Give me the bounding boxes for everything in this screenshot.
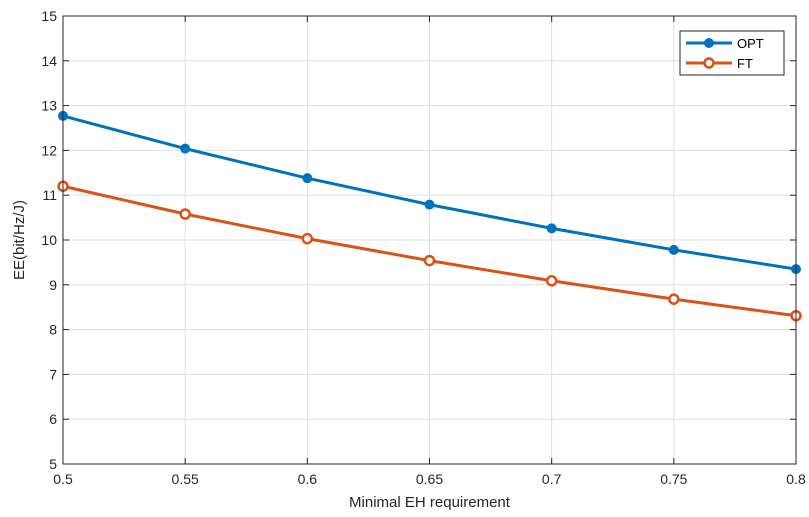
legend-marker-ft — [703, 57, 715, 69]
data-point-ft — [301, 232, 314, 245]
data-point-opt — [668, 244, 679, 255]
x-tick-label: 0.8 — [786, 471, 806, 487]
legend-marker-opt — [704, 38, 714, 48]
series-layer — [57, 110, 802, 322]
y-tick-label: 6 — [49, 411, 57, 427]
legend-label-ft: FT — [737, 56, 753, 71]
y-tick-label: 7 — [49, 366, 57, 382]
data-point-ft — [668, 293, 680, 305]
legend-label-opt: OPT — [737, 36, 764, 51]
data-point-ft — [423, 254, 436, 267]
legend-box — [679, 30, 785, 76]
data-point-opt — [546, 223, 557, 234]
y-tick-label: 13 — [41, 98, 57, 114]
data-point-opt — [302, 173, 313, 184]
x-tick-label: 0.55 — [172, 471, 199, 487]
y-tick-label: 9 — [49, 277, 57, 293]
x-axis-label: Minimal EH requirement — [349, 494, 511, 511]
x-tick-label: 0.5 — [53, 471, 73, 487]
y-tick-label: 14 — [41, 53, 57, 69]
y-axis-label: EE(bit/Hz/J) — [11, 200, 28, 280]
tick-labels: 0.5 0.55 0.6 0.65 0.7 0.75 0.8 5 6 7 8 9 10 11 12 13 14 1… — [41, 8, 806, 487]
x-tick-label: 0.6 — [298, 471, 318, 487]
data-point-ft — [179, 208, 191, 220]
y-tick-label: 11 — [42, 187, 57, 203]
y-tick-label: 8 — [49, 322, 57, 338]
ticks — [62, 15, 797, 465]
data-point-opt — [424, 199, 435, 210]
x-tick-label: 0.75 — [660, 471, 687, 487]
y-tick-label: 10 — [41, 232, 57, 248]
data-point-opt — [180, 143, 191, 154]
legend: OPT FT — [679, 30, 785, 76]
data-point-ft — [545, 275, 558, 287]
x-tick-label: 0.65 — [416, 471, 443, 487]
y-tick-label: 12 — [41, 142, 57, 158]
x-tick-label: 0.7 — [542, 471, 562, 487]
y-tick-label: 15 — [41, 8, 57, 24]
y-tick-label: 5 — [49, 456, 57, 472]
